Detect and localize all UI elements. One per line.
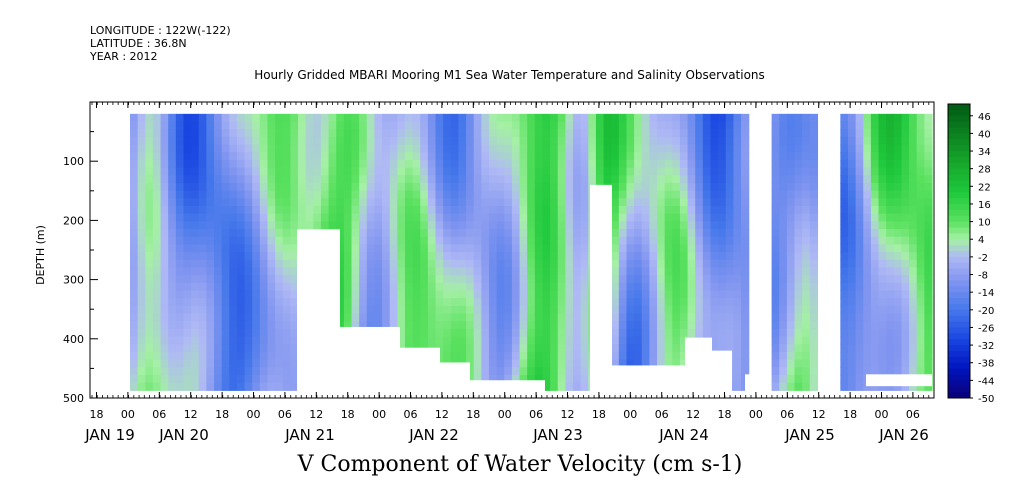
colorbar-label: 22: [978, 182, 991, 193]
x-hour-label: 06: [780, 408, 794, 421]
x-hour-label: 12: [309, 408, 323, 421]
x-hour-label: 12: [184, 408, 198, 421]
colorbar-label: 34: [978, 147, 991, 158]
x-day-label: JAN 22: [408, 426, 459, 444]
x-hour-label: 00: [498, 408, 512, 421]
x-hour-label: 18: [466, 408, 480, 421]
x-hour-label: 00: [372, 408, 386, 421]
x-day-label: JAN 23: [532, 426, 583, 444]
x-hour-label: 18: [718, 408, 732, 421]
x-axis-title: V Component of Water Velocity (cm s-1): [297, 452, 743, 477]
y-tick-label: 200: [63, 214, 84, 227]
heatmap-field: [130, 102, 933, 398]
x-hour-label: 00: [875, 408, 889, 421]
x-hour-label: 00: [247, 408, 261, 421]
colorbar-label: -50: [978, 394, 994, 405]
y-axis: 100 200 300 400 500: [63, 131, 98, 405]
colorbar-label: 10: [978, 218, 991, 229]
y-axis-label: DEPTH (m): [34, 225, 47, 285]
x-hour-label: 18: [592, 408, 606, 421]
x-day-label: JAN 20: [158, 426, 209, 444]
longitude-label: LONGITUDE : 122W(-122): [90, 24, 231, 37]
x-hour-label: 00: [121, 408, 135, 421]
latitude-label: LATITUDE : 36.8N: [90, 37, 187, 50]
colorbar-label: 4: [978, 235, 984, 246]
x-hour-label: 06: [404, 408, 418, 421]
colorbar-label: 40: [978, 129, 991, 140]
y-tick-label: 100: [63, 155, 84, 168]
x-hour-label: 18: [341, 408, 355, 421]
x-hour-label: 06: [655, 408, 669, 421]
colorbar-label: -44: [978, 376, 994, 387]
colorbar-label: 28: [978, 165, 991, 176]
y-tick-label: 300: [63, 274, 84, 287]
x-hour-label: 12: [561, 408, 575, 421]
x-hour-label: 12: [812, 408, 826, 421]
x-axis: 18 00 06 12 18 00 06 12 18 00 06 12 18 00 06 12 18 00 06 12…: [84, 102, 929, 444]
colorbar-label: -20: [978, 306, 994, 317]
x-hour-label: 18: [90, 408, 104, 421]
colorbar-label: -8: [978, 271, 988, 282]
colorbar-label: -26: [978, 323, 994, 334]
colorbar-label: 46: [978, 112, 991, 123]
x-hour-label: 06: [529, 408, 543, 421]
year-label: YEAR : 2012: [90, 50, 158, 63]
x-hour-label: 06: [906, 408, 920, 421]
x-hour-label: 12: [686, 408, 700, 421]
colorbar-label: -32: [978, 341, 994, 352]
x-day-label: JAN 25: [784, 426, 835, 444]
minor-ticks: [91, 102, 930, 398]
chart-title: Hourly Gridded MBARI Mooring M1 Sea Wate…: [254, 68, 765, 82]
x-day-label: JAN 24: [658, 426, 709, 444]
colorbar: 46 40 34 28 22 16 10 4 -2 -8 -14 -20 -26 -32 -38 -44 -50: [947, 103, 994, 405]
x-day-label: JAN 21: [284, 426, 335, 444]
x-hour-label: 06: [152, 408, 166, 421]
y-tick-label: 500: [63, 392, 84, 405]
colorbar-label: 16: [978, 200, 991, 211]
x-hour-label: 18: [215, 408, 229, 421]
y-tick-label: 400: [63, 333, 84, 346]
colorbar-label: -14: [978, 288, 994, 299]
x-day-label: JAN 19: [84, 426, 135, 444]
x-hour-label: 00: [749, 408, 763, 421]
x-hour-label: 06: [278, 408, 292, 421]
x-hour-label: 00: [623, 408, 637, 421]
x-hour-label: 12: [435, 408, 449, 421]
colorbar-label: -2: [978, 253, 988, 264]
x-day-label: JAN 26: [878, 426, 929, 444]
x-hour-label: 18: [843, 408, 857, 421]
colorbar-label: -38: [978, 359, 994, 370]
